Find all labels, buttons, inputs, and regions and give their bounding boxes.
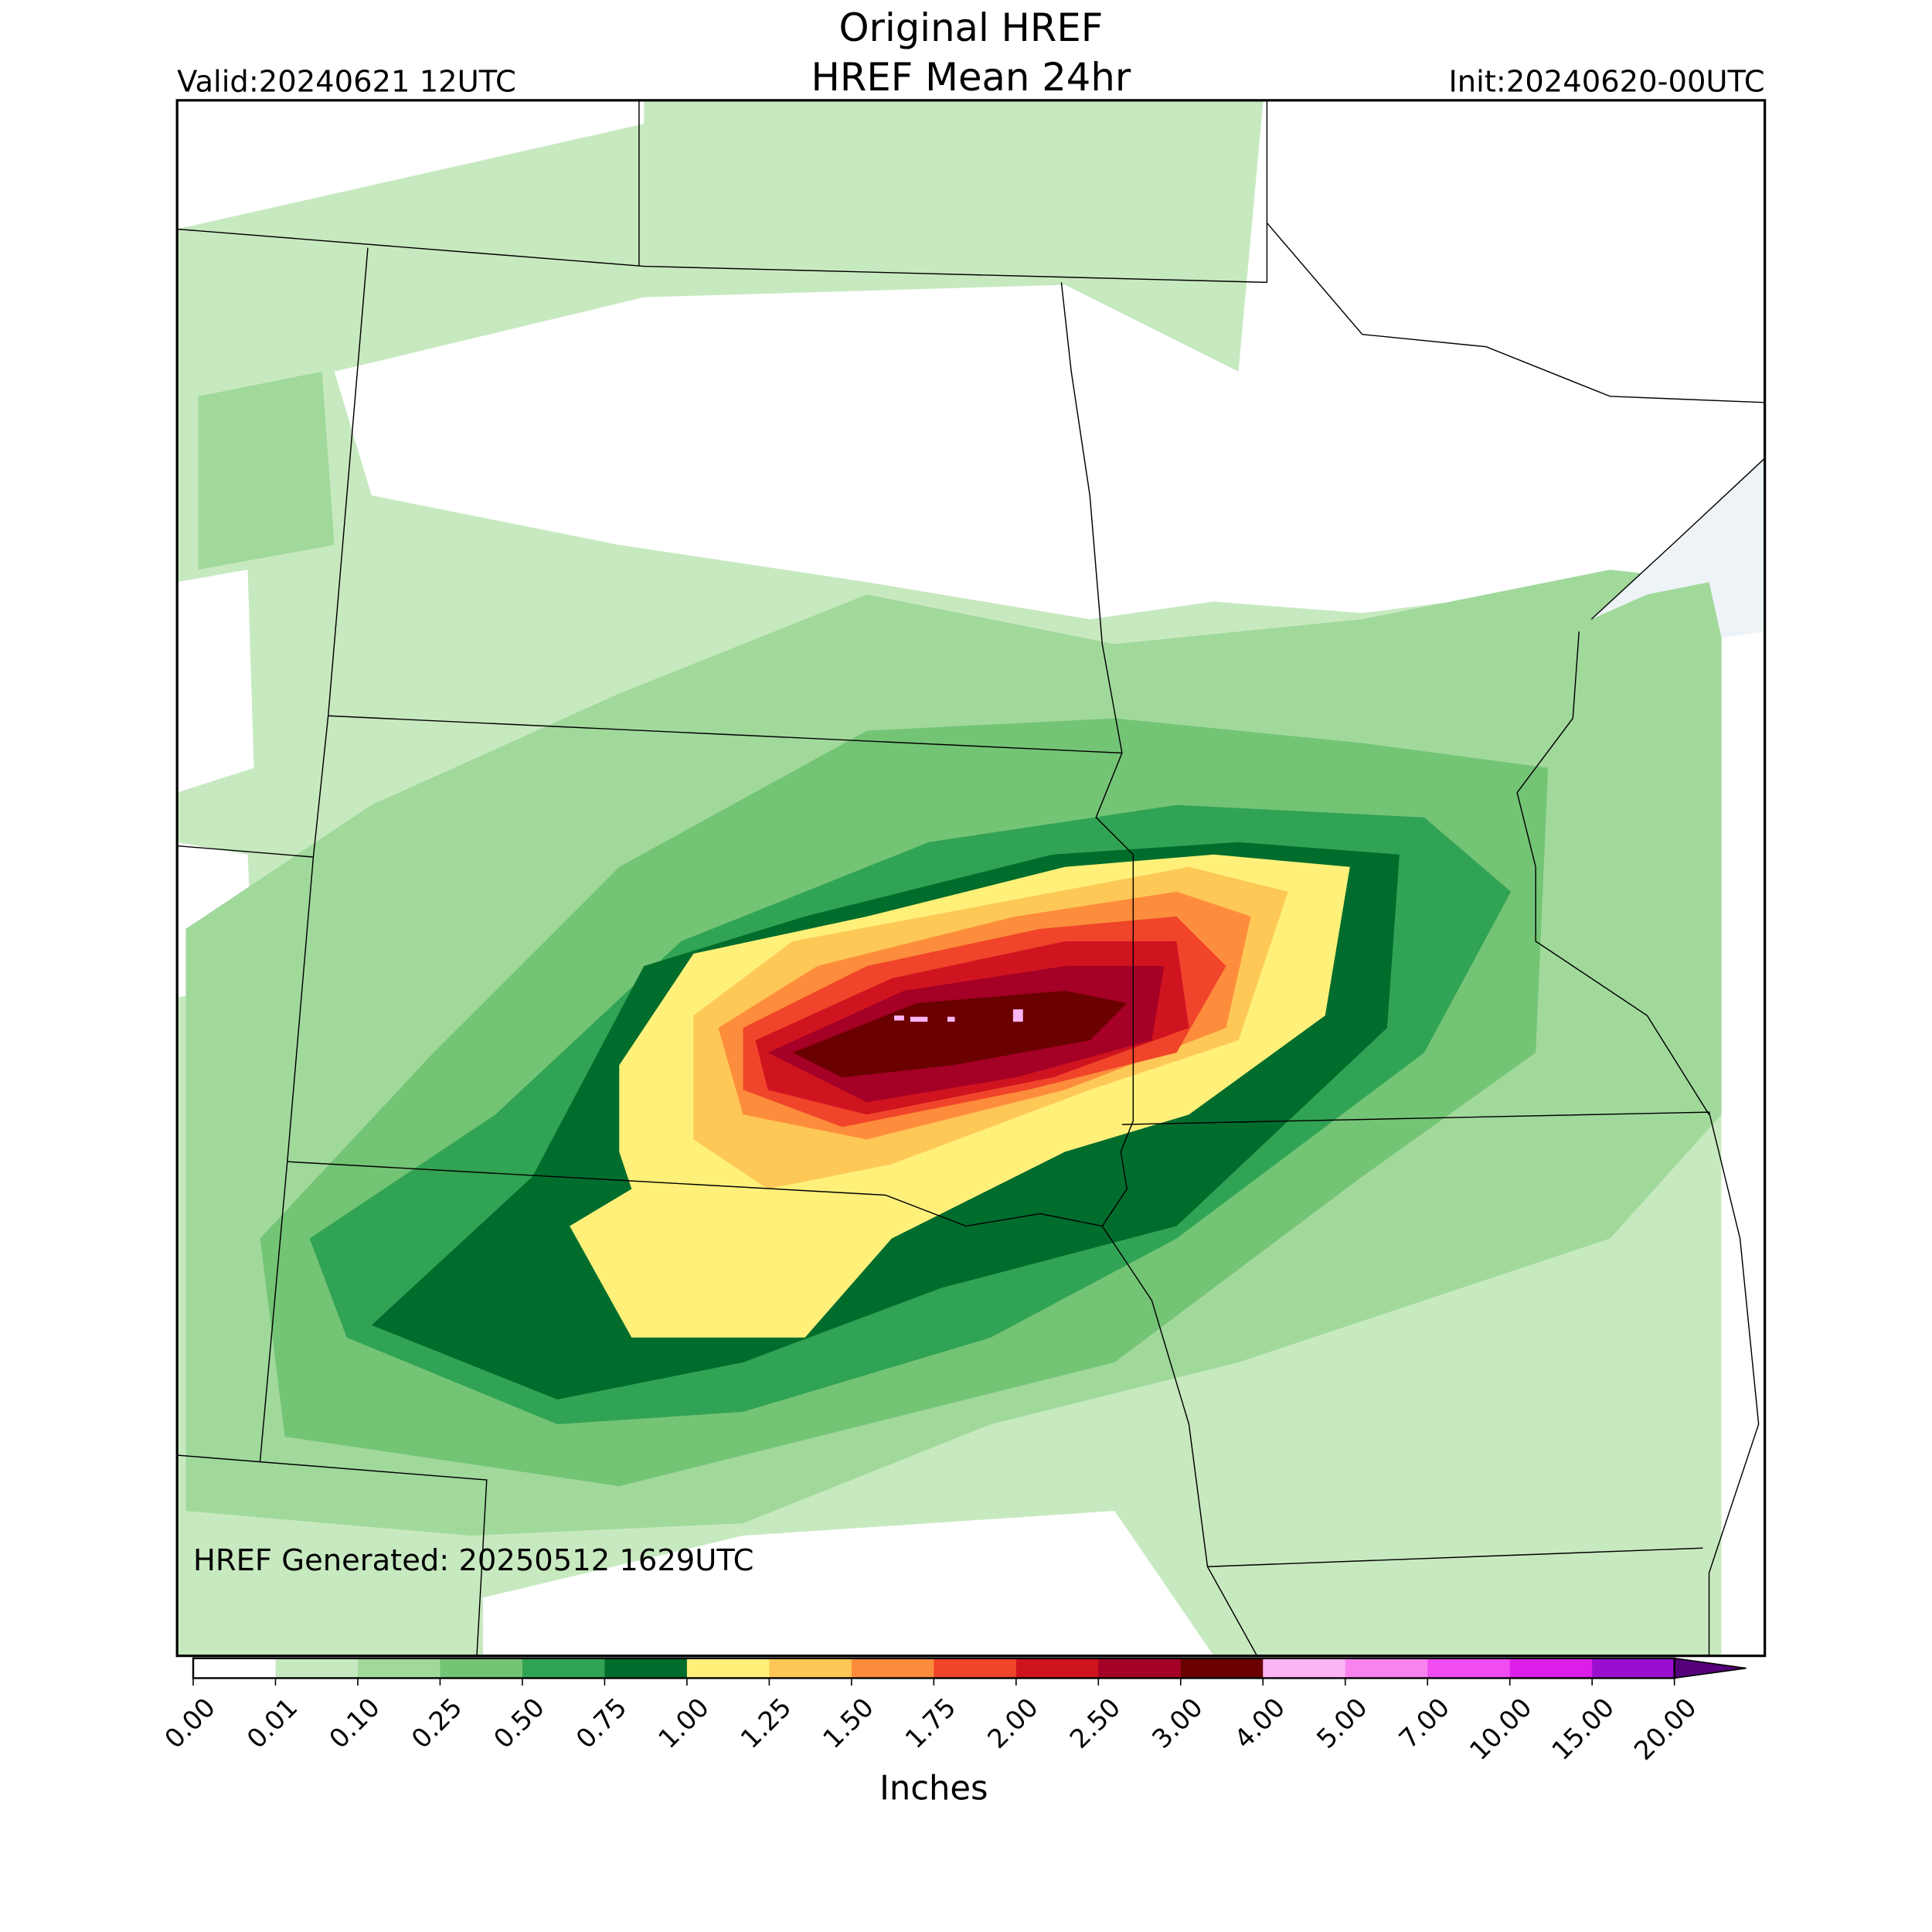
colorbar-bin — [1427, 1658, 1511, 1679]
colorbar-bin — [1509, 1658, 1593, 1679]
colorbar-tick-label: 0.01 — [241, 1692, 304, 1755]
map-frame — [175, 99, 1767, 1658]
colorbar-extension — [1673, 1657, 1747, 1679]
map — [177, 100, 1765, 1656]
colorbar-tick-label: 10.00 — [1464, 1692, 1538, 1767]
colorbar-bin — [1592, 1658, 1675, 1679]
colorbar-bin — [1180, 1658, 1264, 1679]
colorbar-bin — [1098, 1658, 1182, 1679]
dry-areas — [177, 100, 1765, 1656]
colorbar-bin — [769, 1658, 852, 1679]
state-borders — [177, 100, 1765, 1656]
colorbar-tick-label: 1.50 — [817, 1692, 879, 1755]
lake — [1591, 457, 1765, 638]
colorbar-tick-label: 0.00 — [158, 1692, 221, 1755]
colorbar-bin — [193, 1658, 277, 1679]
colorbar-tick-label: 0.25 — [406, 1692, 468, 1755]
colorbar-label: Inches — [879, 1770, 988, 1808]
init-time: Init:20240620-00UTC — [1448, 65, 1764, 100]
colorbar-tick-label: 3.00 — [1146, 1692, 1209, 1755]
colorbar-tick-label: 0.75 — [570, 1692, 633, 1755]
title: Original HREF — [838, 5, 1103, 50]
colorbar-tick-label: 0.10 — [323, 1692, 386, 1755]
colorbar-bin — [1015, 1658, 1100, 1679]
colorbar-tick-label: 5.00 — [1311, 1692, 1373, 1755]
colorbar-bin — [934, 1658, 1017, 1679]
colorbar-tick-label: 2.00 — [981, 1692, 1044, 1755]
valid-time: Valid:20240621 12UTC — [177, 65, 516, 100]
subtitle: HREF Mean 24hr — [811, 55, 1131, 100]
colorbar-bin — [357, 1658, 441, 1679]
colorbar-tick-label: 4.00 — [1229, 1692, 1291, 1755]
colorbar-bin — [522, 1658, 606, 1679]
colorbar-tick-label: 7.00 — [1393, 1692, 1456, 1755]
colorbar-bin — [851, 1658, 935, 1679]
precip-area — [198, 371, 335, 570]
colorbar: 0.00 0.01 0.10 0.25 0.50 0.75 1.00 1.25 1.50 1.75… — [158, 1657, 1747, 1767]
colorbar-tick-label: 1.25 — [735, 1692, 798, 1755]
colorbar-tick-label: 1.75 — [900, 1692, 962, 1755]
colorbar-bin — [275, 1658, 359, 1679]
precip-area — [894, 1009, 1023, 1022]
colorbar-bin — [440, 1658, 523, 1679]
annotation: HREF Generated: 20250512 1629UTC — [193, 1543, 753, 1578]
colorbar-tick-label: 0.50 — [488, 1692, 550, 1755]
colorbar-tick-label: 15.00 — [1546, 1692, 1621, 1767]
colorbar-bin — [686, 1658, 770, 1679]
colorbar-tick-label: 2.50 — [1064, 1692, 1127, 1755]
colorbar-bin — [1263, 1658, 1346, 1679]
colorbar-tick-label: 20.00 — [1628, 1692, 1702, 1767]
colorbar-bin — [604, 1658, 688, 1679]
colorbar-bin — [1345, 1658, 1429, 1679]
colorbar-tick-label: 1.00 — [652, 1692, 715, 1755]
precip-area — [792, 991, 1128, 1078]
